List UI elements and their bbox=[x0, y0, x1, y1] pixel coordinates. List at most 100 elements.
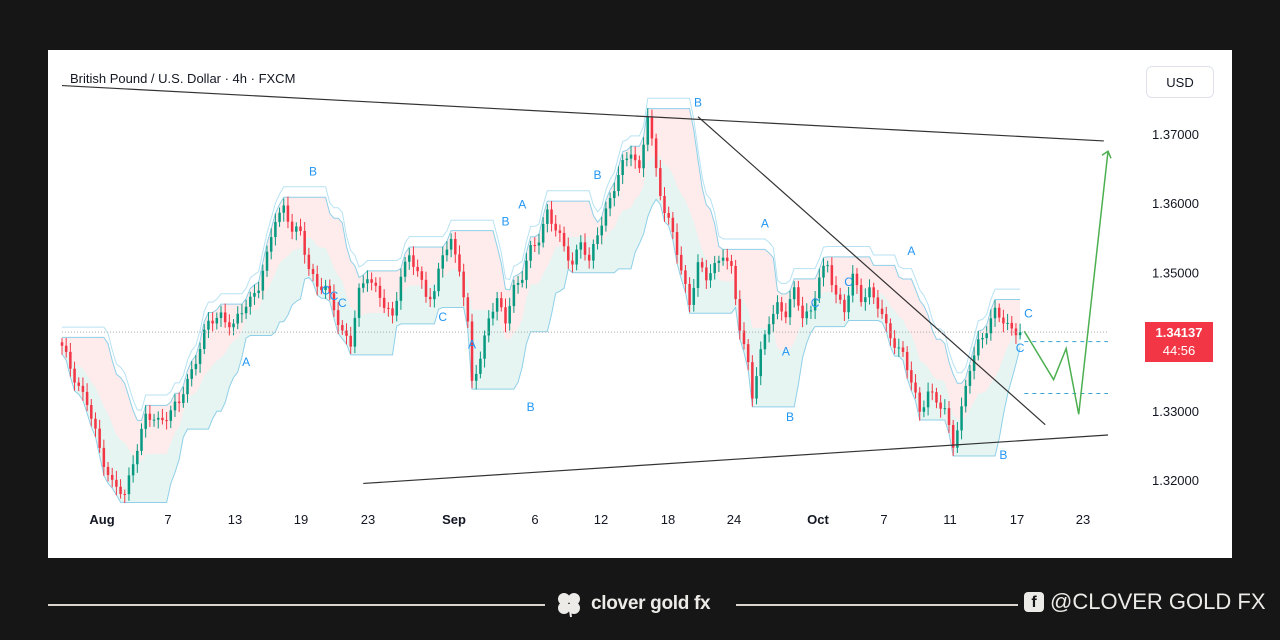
candle-body bbox=[483, 335, 486, 359]
candle-body bbox=[910, 370, 913, 383]
candle-body bbox=[843, 299, 846, 313]
candle-body bbox=[320, 286, 323, 291]
candle-body bbox=[868, 287, 871, 298]
candle-body bbox=[454, 238, 457, 255]
candle-body bbox=[219, 312, 223, 318]
candle-body bbox=[495, 298, 499, 312]
candle-body bbox=[533, 245, 537, 247]
candle-body bbox=[236, 313, 239, 324]
candle-body bbox=[797, 287, 800, 306]
candle-body bbox=[378, 285, 382, 298]
candle-body bbox=[688, 283, 691, 305]
social-handle-block[interactable]: f @CLOVER GOLD FX bbox=[1024, 589, 1266, 615]
candle-body bbox=[370, 279, 373, 283]
wave-label: B bbox=[594, 168, 602, 182]
candle-body bbox=[838, 294, 842, 300]
candle-body bbox=[696, 262, 700, 288]
candle-body bbox=[361, 283, 365, 288]
candle-body bbox=[165, 420, 168, 422]
candle-body bbox=[299, 226, 302, 231]
candle-body bbox=[926, 391, 930, 408]
x-tick-label: 18 bbox=[661, 512, 675, 527]
candle-body bbox=[755, 376, 758, 399]
candle-body bbox=[269, 237, 273, 252]
candle-body bbox=[186, 378, 189, 395]
candle-body bbox=[550, 209, 553, 224]
candle-body bbox=[391, 308, 394, 316]
x-tick-label: 17 bbox=[1010, 512, 1024, 527]
candle-body bbox=[307, 254, 311, 270]
y-tick-label: 1.32000 bbox=[1152, 473, 1199, 488]
candle-body bbox=[705, 267, 708, 281]
candle-body bbox=[487, 318, 491, 336]
candle-body bbox=[295, 226, 298, 232]
candle-body bbox=[81, 385, 85, 392]
candle-body bbox=[851, 273, 855, 296]
wave-label: A bbox=[518, 198, 526, 212]
candle-body bbox=[788, 299, 792, 318]
wave-label: C bbox=[438, 310, 447, 324]
candle-body bbox=[462, 271, 465, 298]
candle-body bbox=[161, 417, 164, 421]
candle-body bbox=[156, 417, 160, 420]
clover-icon bbox=[558, 593, 580, 618]
candle-body bbox=[993, 307, 997, 319]
candle-body bbox=[972, 355, 976, 371]
x-tick-label: 12 bbox=[594, 512, 608, 527]
candle-body bbox=[64, 345, 68, 352]
x-tick-label: 6 bbox=[531, 512, 538, 527]
wave-label: C bbox=[330, 289, 339, 303]
candle-body bbox=[207, 320, 210, 330]
candle-body bbox=[290, 221, 294, 232]
candle-body bbox=[303, 230, 306, 255]
candle-body bbox=[684, 270, 687, 284]
candle-body bbox=[922, 407, 926, 412]
candle-body bbox=[813, 298, 817, 311]
candle-body bbox=[232, 323, 235, 328]
candle-body bbox=[780, 302, 783, 312]
candle-body bbox=[420, 271, 424, 280]
candle-body bbox=[173, 401, 177, 411]
x-tick-label: 13 bbox=[228, 512, 242, 527]
candle-body bbox=[69, 351, 72, 369]
candle-body bbox=[738, 299, 742, 331]
candle-body bbox=[211, 320, 214, 324]
candle-body bbox=[872, 287, 875, 298]
candle-body bbox=[311, 269, 315, 275]
candle-body bbox=[182, 394, 185, 404]
candle-body bbox=[759, 349, 762, 377]
candle-body bbox=[399, 276, 403, 301]
candle-body bbox=[437, 268, 440, 292]
candle-body bbox=[274, 221, 277, 238]
candle-body bbox=[349, 335, 352, 347]
candle-body bbox=[416, 266, 419, 272]
candle-body bbox=[675, 232, 679, 255]
candle-body bbox=[918, 392, 921, 412]
candle-body bbox=[633, 154, 637, 161]
candle-body bbox=[102, 447, 106, 467]
social-handle: @CLOVER GOLD FX bbox=[1050, 589, 1266, 614]
candle-body bbox=[596, 235, 599, 245]
wave-label: A bbox=[761, 216, 769, 230]
candle-body bbox=[977, 339, 980, 356]
candle-body bbox=[345, 330, 348, 336]
candle-body bbox=[537, 242, 541, 246]
trend-line bbox=[697, 116, 1046, 426]
wave-label: B bbox=[309, 165, 317, 179]
candle-body bbox=[504, 307, 507, 324]
facebook-icon: f bbox=[1024, 592, 1044, 612]
candle-body bbox=[717, 260, 721, 264]
candle-body bbox=[600, 225, 603, 236]
candle-body bbox=[286, 205, 290, 222]
candle-body bbox=[215, 317, 219, 324]
y-tick-label: 1.35000 bbox=[1152, 265, 1199, 280]
candle-body bbox=[968, 370, 972, 386]
candle-body bbox=[700, 262, 704, 268]
candle-body bbox=[1018, 332, 1022, 336]
currency-button[interactable]: USD bbox=[1146, 66, 1214, 98]
candle-body bbox=[981, 338, 984, 340]
candle-body bbox=[571, 260, 574, 265]
candle-body bbox=[583, 242, 587, 255]
